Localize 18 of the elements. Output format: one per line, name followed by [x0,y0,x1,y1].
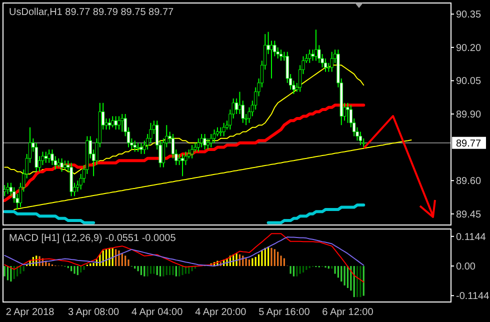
chart-title: UsDollar,H1 89.77 89.79 89.75 89.77 [9,7,174,18]
y-tick-label: 90.20 [456,42,482,54]
y-tick-label: -0.1144 [456,291,490,302]
y-tick-label: 89.60 [456,176,482,188]
chart-title: MACD [H1] (12,26,9) -0.0551 -0.0005 [9,233,176,244]
ref-line-label: 89.77 [456,138,482,150]
y-tick-label: 89.45 [456,209,482,220]
y-tick-label: 90.35 [456,10,482,21]
x-tick-label: 6 Apr 12:00 [322,307,374,318]
x-tick-label: 3 Apr 08:00 [68,307,120,318]
y-tick-label: 0.1144 [456,232,486,243]
x-tick-label: 4 Apr 20:00 [195,307,247,318]
y-tick-label: 89.90 [456,110,482,120]
y-tick-label: 0.00 [456,262,476,273]
x-tick-label: 4 Apr 04:00 [132,307,184,318]
x-tick-label: 5 Apr 16:00 [258,307,310,318]
x-tick-label: 2 Apr 2018 [6,307,55,318]
y-tick-label: 90.05 [456,76,482,88]
